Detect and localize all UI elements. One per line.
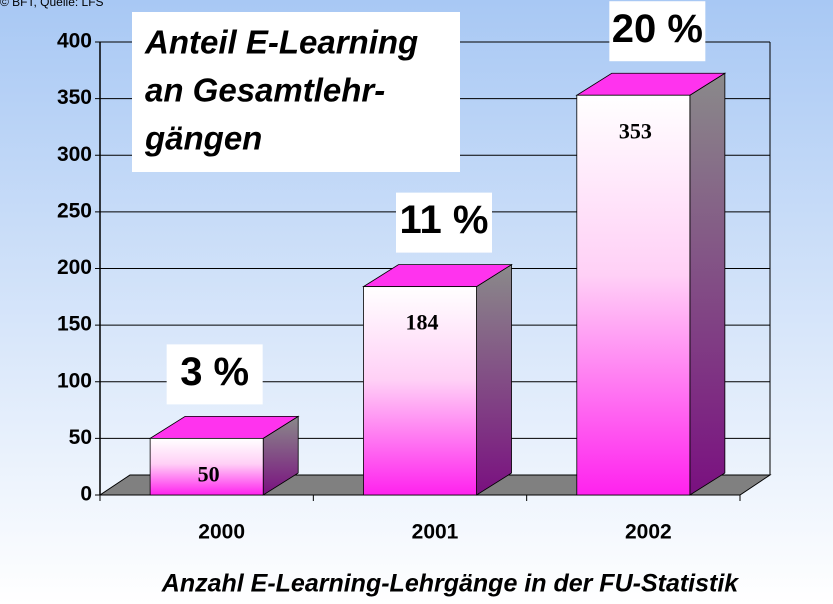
y-tick-label: 150 bbox=[57, 313, 92, 336]
bar-value-label: 50 bbox=[198, 461, 220, 486]
y-tick-label: 100 bbox=[57, 369, 92, 392]
annotation: 11 % bbox=[400, 198, 489, 242]
x-tick-label: 2002 bbox=[625, 521, 672, 544]
bar-side bbox=[476, 263, 512, 496]
x-tick-label: 2001 bbox=[412, 521, 459, 544]
y-tick-label: 300 bbox=[57, 143, 92, 166]
y-tick-label: 50 bbox=[69, 426, 92, 449]
bar bbox=[576, 94, 691, 496]
annotation: 3 % bbox=[180, 350, 249, 394]
annotation: 20 % bbox=[612, 7, 703, 51]
title-line: gängen bbox=[144, 120, 262, 157]
annotation-bg bbox=[396, 192, 492, 253]
bar-side bbox=[689, 72, 726, 496]
title-line: an Gesamtlehr- bbox=[145, 72, 385, 109]
y-tick-label: 0 bbox=[80, 483, 92, 506]
y-tick-label: 250 bbox=[57, 199, 92, 222]
bar-value-label: 184 bbox=[406, 310, 439, 335]
y-tick-label: 400 bbox=[57, 30, 92, 53]
y-tick-label: 200 bbox=[57, 256, 92, 279]
bar bbox=[363, 286, 477, 496]
title-box: Anteil E-Learning an Gesamtlehr-gängen bbox=[132, 12, 460, 172]
title-line: Anteil E-Learning bbox=[144, 24, 418, 61]
annotation-bg bbox=[609, 1, 706, 62]
caption: Anzahl E-Learning-Lehrgänge in der FU-St… bbox=[161, 570, 740, 598]
bar bbox=[149, 437, 264, 496]
source-note: © BFT, Quelle: LFS bbox=[0, 0, 104, 9]
title-box-bg bbox=[132, 12, 460, 172]
x-tick-label: 2000 bbox=[198, 521, 245, 544]
annotation-bg bbox=[166, 344, 263, 405]
y-tick-label: 350 bbox=[57, 86, 92, 109]
bar-value-label: 353 bbox=[619, 118, 652, 143]
